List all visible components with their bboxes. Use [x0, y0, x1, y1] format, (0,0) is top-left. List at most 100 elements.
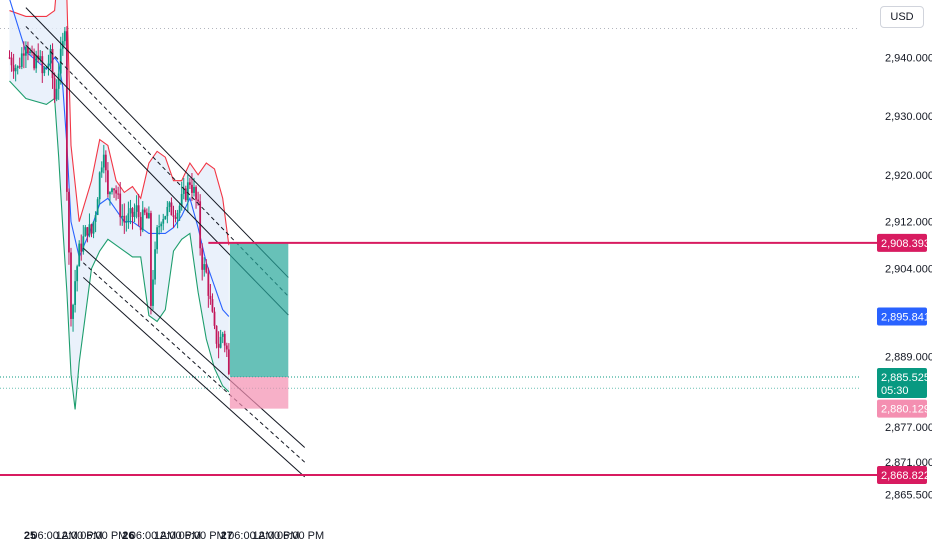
candle-body [168, 202, 171, 207]
candle-body [211, 299, 214, 312]
band-upper-line [9, 0, 230, 246]
candle-body [86, 227, 89, 236]
candle-body [10, 57, 13, 66]
candle-body [209, 295, 212, 300]
candle-body [107, 170, 109, 195]
candle-body [152, 279, 154, 306]
candle-body [197, 199, 199, 202]
candle-body [18, 66, 21, 68]
candle-body [12, 65, 15, 72]
candle-body [160, 223, 163, 227]
time-tick-label: 12:00 PM [56, 530, 103, 542]
candle-body [72, 304, 74, 319]
candle-body [225, 345, 228, 350]
candle-body [35, 55, 38, 69]
candle-body [207, 272, 210, 296]
candle-body [119, 193, 122, 218]
time-tick-label: 06:00 AM [130, 530, 176, 542]
candle-body [191, 184, 193, 193]
candle-body [186, 182, 189, 201]
candle-body [154, 249, 156, 280]
price-tick-label: 2,920.000 [885, 170, 932, 182]
currency-selector[interactable]: USD [880, 6, 924, 28]
candle-body [180, 193, 183, 206]
candle-body [137, 205, 140, 217]
time-tick-label: 25 [24, 530, 36, 542]
candle-body [16, 66, 19, 68]
candle-body [125, 221, 128, 223]
candle-body [141, 209, 144, 231]
channel-upper-upper [25, 7, 289, 278]
candle-body [33, 52, 35, 69]
channel-lower-upper [82, 247, 306, 448]
support-price-tag: 2,868.822 [881, 470, 930, 482]
candle-body [111, 188, 113, 193]
candle-body [82, 236, 85, 252]
band-mid-price-tag-bg [877, 307, 927, 326]
candle-body [213, 311, 216, 326]
candle-body [8, 57, 11, 59]
candle-body [129, 208, 132, 214]
time-tick-label: 12:00 PM [252, 530, 299, 542]
candle-body [27, 47, 29, 54]
candle-body [176, 212, 179, 219]
candle-body [100, 167, 103, 173]
candle-body [156, 227, 158, 250]
candle-body [84, 227, 87, 237]
candle-body [57, 73, 60, 89]
time-tick-label: 26 [122, 530, 134, 542]
candle-body [172, 215, 175, 217]
position-profit-zone [229, 242, 289, 377]
time-tick-label: 06:00 AM [228, 530, 274, 542]
price-tick-label: 2,940.000 [885, 53, 932, 65]
candle-body [121, 215, 124, 218]
candle-body [88, 224, 91, 236]
candle-body [174, 216, 177, 219]
candle-body [215, 325, 218, 344]
candle-body [96, 199, 99, 216]
candle-body [145, 212, 148, 219]
time-tick-label: 06:00 PM [80, 530, 127, 542]
candle-body [193, 186, 195, 193]
stop-price-tag: 2,880.129 [881, 404, 930, 416]
candle-body [164, 216, 167, 220]
candle-body [68, 191, 70, 253]
candle-body [201, 248, 204, 270]
channel-lower-lower [82, 277, 306, 478]
position-stop-zone [229, 376, 289, 409]
candle-body [70, 252, 72, 319]
candle-body [133, 211, 136, 217]
price-tick-label: 2,904.000 [885, 264, 932, 276]
time-tick-label: 06:00 PM [179, 530, 226, 542]
plot-area [0, 0, 880, 478]
candle-body [94, 215, 97, 222]
candle-body [76, 266, 79, 282]
current-price-tag: 2,885.525 [881, 372, 930, 384]
candle-body [117, 193, 120, 195]
candle-body [219, 336, 222, 348]
candle-body [22, 53, 25, 56]
candle-body [115, 190, 117, 194]
candle-body [162, 219, 165, 224]
candle-body [227, 349, 230, 374]
price-tick-label: 2,912.000 [885, 217, 932, 229]
time-tick-label: 06:00 AM [31, 530, 77, 542]
candle-body [51, 48, 54, 79]
candle-body [41, 56, 44, 74]
candle-body [14, 67, 17, 72]
candle-body [104, 154, 107, 171]
candle-body [127, 213, 130, 222]
candle-body [189, 182, 191, 185]
candle-body [195, 186, 197, 200]
time-tick-label: 27 [221, 530, 233, 542]
candle-body [182, 188, 185, 194]
candle-body [109, 192, 111, 195]
candle-body [135, 205, 138, 212]
candle-body [102, 154, 105, 168]
candle-body [178, 205, 181, 213]
candle-body [166, 206, 169, 217]
candle-body [148, 213, 150, 219]
